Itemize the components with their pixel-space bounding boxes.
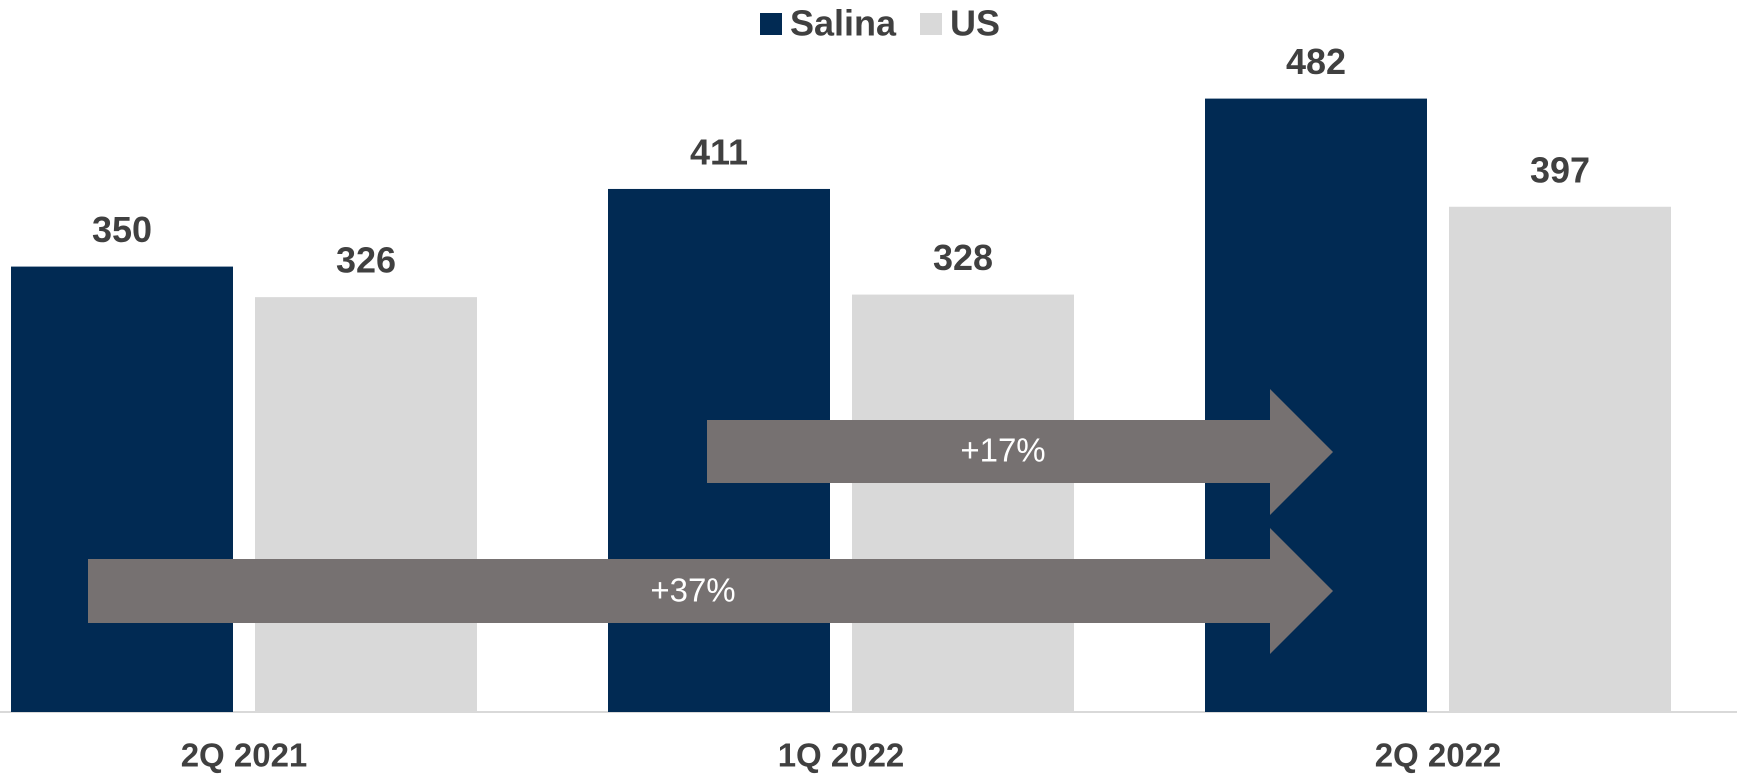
bar: [11, 266, 233, 712]
data-label: 397: [1530, 149, 1590, 190]
arrow: [88, 528, 1333, 654]
data-label: 350: [92, 209, 152, 250]
annotation: +17%: [960, 432, 1045, 469]
legend-label: Salina: [790, 3, 897, 44]
bar: [1449, 206, 1671, 712]
data-label: 326: [336, 240, 396, 281]
legend-swatch: [920, 13, 942, 35]
x-tick-label: 1Q 2022: [778, 737, 905, 774]
x-tick-label: 2Q 2021: [181, 737, 308, 774]
x-tick-label: 2Q 2022: [1375, 737, 1502, 774]
data-label: 482: [1286, 41, 1346, 82]
legend-label: US: [950, 3, 1000, 44]
data-label: 328: [933, 237, 993, 278]
legend-swatch: [760, 13, 782, 35]
data-label: 411: [690, 131, 748, 172]
arrow: [707, 389, 1333, 515]
annotation: +37%: [650, 572, 735, 609]
bar: [852, 294, 1074, 712]
bar: [255, 297, 477, 712]
